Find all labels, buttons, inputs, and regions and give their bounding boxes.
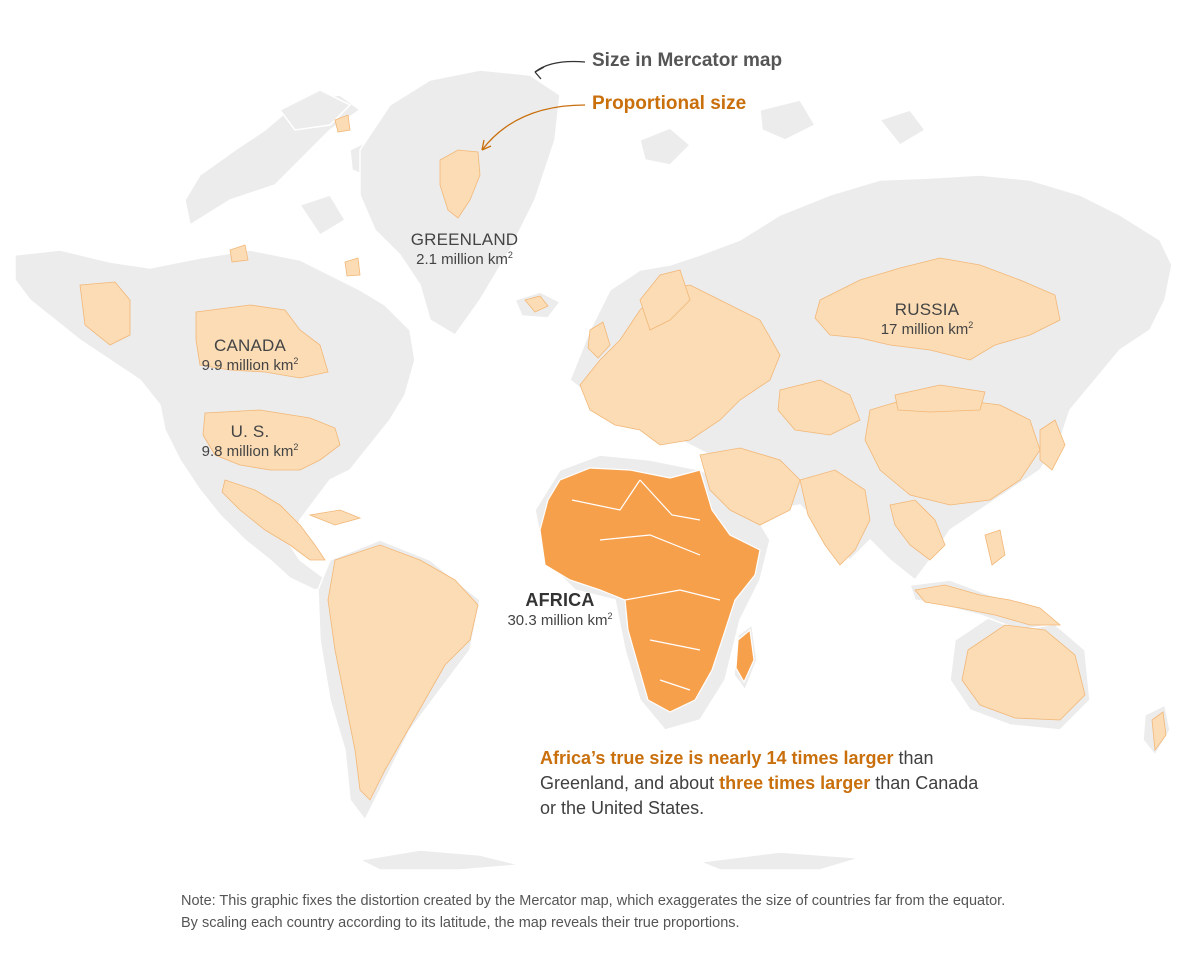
callout-highlight-1: Africa’s true size is nearly 14 times la… (540, 748, 894, 768)
country-area: 30.3 million km (507, 611, 608, 629)
africa-callout: Africa’s true size is nearly 14 times la… (540, 748, 979, 818)
legend-mercator-label: Size in Mercator map (592, 50, 783, 71)
africa-shape (539, 467, 761, 713)
country-area: 2.1 million km (416, 250, 508, 268)
country-name: GREENLAND (410, 230, 519, 249)
label-canada: CANADA 9.9 million km2 (180, 336, 320, 374)
label-africa: AFRICA 30.3 million km2 (485, 590, 635, 629)
proportional-land (79, 114, 1167, 801)
label-us: U. S. 9.8 million km2 (180, 422, 320, 460)
legend-proportional-label: Proportional size (592, 93, 747, 114)
country-name: RUSSIA (894, 300, 960, 319)
country-area: 9.9 million km (201, 356, 294, 374)
world-map (14, 60, 1173, 870)
country-name: U. S. (230, 422, 270, 441)
mercator-arrow (534, 60, 586, 73)
country-area: 9.8 million km (201, 442, 294, 460)
country-name: CANADA (213, 336, 287, 355)
callout-highlight-2: three times larger (719, 773, 871, 793)
footnote: Note: This graphic fixes the distortion … (181, 893, 1006, 931)
label-greenland: GREENLAND 2.1 million km2 (392, 230, 537, 268)
proportional-arrow (481, 104, 586, 151)
label-russia: RUSSIA 17 million km2 (862, 300, 992, 338)
country-area: 17 million km (880, 320, 969, 338)
country-name: AFRICA (525, 590, 595, 610)
